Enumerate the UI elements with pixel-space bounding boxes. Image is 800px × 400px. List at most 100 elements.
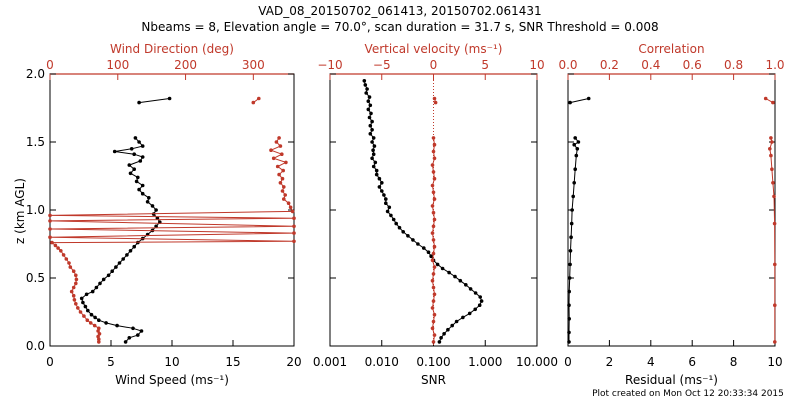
data-point <box>431 149 436 154</box>
top-tick-label: 0.8 <box>724 58 743 72</box>
data-point <box>371 148 375 152</box>
data-point <box>282 197 286 201</box>
x-tick-label: 10.000 <box>516 355 558 369</box>
data-point <box>426 250 431 254</box>
data-point <box>433 100 438 105</box>
series-line <box>139 98 170 104</box>
data-point <box>56 246 60 250</box>
top-axis-label: Wind Direction (deg) <box>110 42 234 56</box>
figure-subtitle: Nbeams = 8, Elevation angle = 70.0°, sca… <box>141 20 658 34</box>
data-point <box>97 332 102 336</box>
data-point <box>154 224 158 229</box>
data-point <box>364 91 369 95</box>
top-tick-label: 0 <box>46 58 54 72</box>
panel-snr-vertical: 0.001 0.010 0.100 1.000 10.000 SNR −10 −5 0 5 10 Ve… <box>313 42 558 387</box>
data-point <box>432 156 437 161</box>
data-point <box>138 159 143 163</box>
x-tick-label: 15 <box>225 355 240 369</box>
data-point <box>430 204 435 208</box>
data-point <box>439 336 443 340</box>
data-point <box>473 291 478 295</box>
data-point <box>281 168 286 173</box>
data-point <box>431 272 436 276</box>
series-correlation <box>763 96 777 344</box>
data-point <box>432 197 437 201</box>
data-point <box>440 266 445 271</box>
data-point <box>140 191 145 196</box>
data-point <box>127 163 132 167</box>
data-point <box>431 136 436 140</box>
data-point <box>431 299 436 303</box>
data-point <box>431 170 436 174</box>
data-point <box>85 318 90 323</box>
data-point <box>432 292 437 297</box>
y-tick-label: 0.5 <box>26 271 45 285</box>
data-point <box>292 239 296 244</box>
data-point <box>567 303 571 308</box>
data-point <box>271 156 276 161</box>
data-point <box>479 299 484 303</box>
data-point <box>567 289 571 294</box>
data-point <box>74 273 78 278</box>
data-point <box>136 333 140 337</box>
data-point <box>134 179 139 184</box>
data-point <box>64 257 69 261</box>
data-point <box>288 205 293 210</box>
series-line <box>569 98 589 104</box>
data-point <box>411 238 415 242</box>
data-point <box>374 168 379 173</box>
data-point <box>71 285 76 290</box>
data-point <box>374 172 379 177</box>
data-point <box>372 144 377 148</box>
data-point <box>401 230 406 234</box>
data-point <box>569 221 574 226</box>
data-point <box>477 303 482 308</box>
data-point <box>167 96 172 101</box>
data-point <box>397 225 402 230</box>
top-tick-label: 0.6 <box>683 58 702 72</box>
data-point <box>432 142 437 147</box>
data-point <box>432 333 437 337</box>
top-axis-label: Vertical velocity (ms⁻¹) <box>365 42 503 56</box>
data-point <box>76 306 80 310</box>
data-point <box>567 276 572 280</box>
data-point <box>155 216 160 220</box>
data-point <box>385 209 390 214</box>
data-point <box>763 96 768 101</box>
data-point <box>83 304 88 309</box>
top-tick-label: 0 <box>430 58 438 72</box>
data-point <box>432 244 437 249</box>
data-point <box>432 217 437 222</box>
data-point <box>74 302 78 306</box>
data-point <box>773 262 777 267</box>
data-point <box>387 205 392 210</box>
data-point <box>431 210 436 215</box>
data-point <box>450 323 455 328</box>
data-point <box>292 224 296 229</box>
data-point <box>770 140 774 144</box>
data-point <box>280 176 285 181</box>
data-point <box>367 95 372 99</box>
data-point <box>570 208 574 212</box>
data-point <box>154 208 158 212</box>
data-point <box>370 156 374 161</box>
data-point <box>61 253 66 257</box>
data-point <box>94 285 99 290</box>
data-point <box>127 336 132 340</box>
data-point <box>292 216 296 220</box>
data-point <box>431 190 436 195</box>
data-point <box>430 326 435 331</box>
x-tick-label: 1.000 <box>468 355 502 369</box>
data-point <box>140 155 145 159</box>
data-point <box>389 213 393 218</box>
series-wind-speed <box>79 96 172 344</box>
data-point <box>112 149 117 154</box>
data-point <box>458 278 463 283</box>
x-axis-label: SNR <box>421 373 446 387</box>
data-point <box>384 201 388 205</box>
data-point <box>282 185 286 189</box>
data-point <box>569 235 573 239</box>
data-point <box>430 306 435 310</box>
data-point <box>377 176 382 181</box>
series-line <box>81 137 161 343</box>
